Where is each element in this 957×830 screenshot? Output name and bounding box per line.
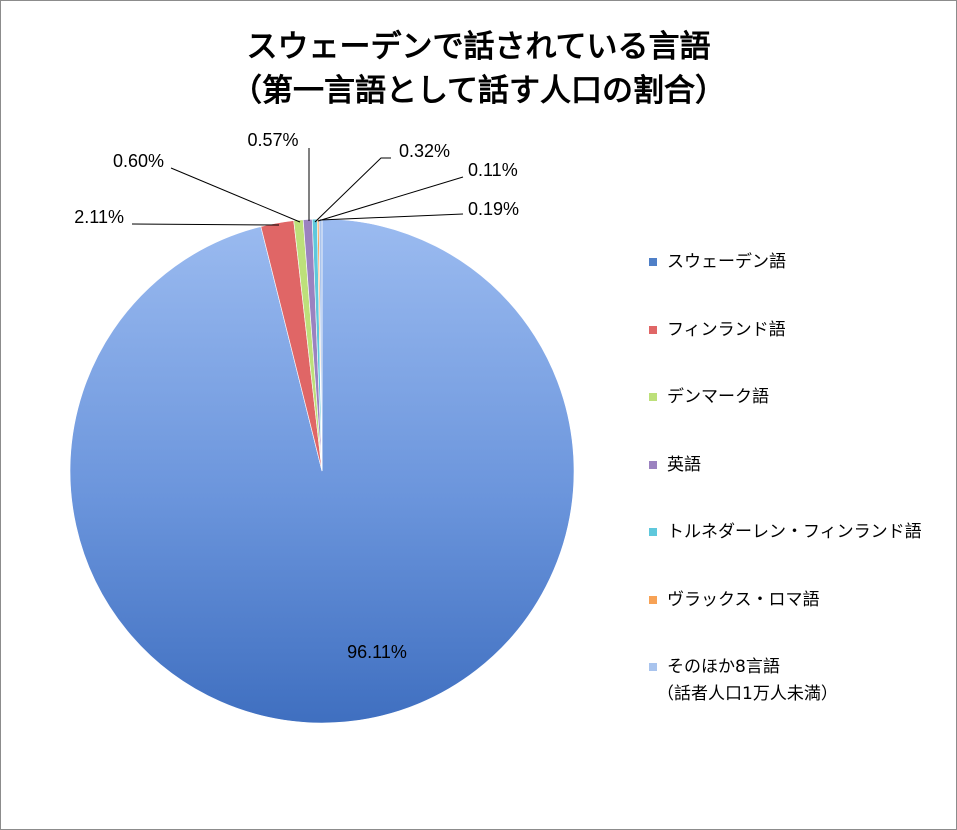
leader-line-2 [170,167,301,223]
legend-swatch-2 [649,393,657,401]
chart-title-line-2: （第一言語として話す人口の割合） [230,73,727,109]
legend-swatch-6 [649,663,657,671]
legend-swatch-3 [649,460,657,469]
data-label-2: 0.60% [113,151,164,171]
chart-title-line-1: スウェーデンで話されている言語 [246,29,711,65]
data-label-1: 2.11% [74,207,124,227]
data-label-4: 0.32% [399,141,450,161]
legend-label-6-line-2: （話者人口1万人未満） [657,684,838,704]
data-label-0: 96.11% [347,642,407,662]
data-label-3: 0.57% [247,130,298,150]
legend-label-3: 英語 [667,454,701,475]
data-label-5: 0.11% [468,160,518,180]
legend-label-0: スウェーデン語 [667,252,786,272]
legend-swatch-5 [649,595,657,604]
leader-line-4 [314,157,391,223]
pie-slice-6 [318,218,323,472]
legend-label-4: トルネダーレン・フィンランド語 [667,522,922,542]
legend-swatch-0 [649,258,657,266]
legend-label-6: そのほか8言語 [667,657,780,677]
legend-swatch-1 [649,325,657,334]
leader-line-6 [319,213,464,221]
leader-line-1 [131,223,280,226]
legend-label-2: デンマーク語 [667,387,769,407]
legend-swatch-4 [649,528,657,536]
data-label-6: 0.19% [468,199,519,219]
legend-label-1: フィンランド語 [667,319,786,340]
chart-title: スウェーデンで話されている言語 （第一言語として話す人口の割合） [1,25,956,113]
legend-label-5: ヴラックス・ロマ語 [667,589,820,610]
leader-line-5 [317,176,464,222]
